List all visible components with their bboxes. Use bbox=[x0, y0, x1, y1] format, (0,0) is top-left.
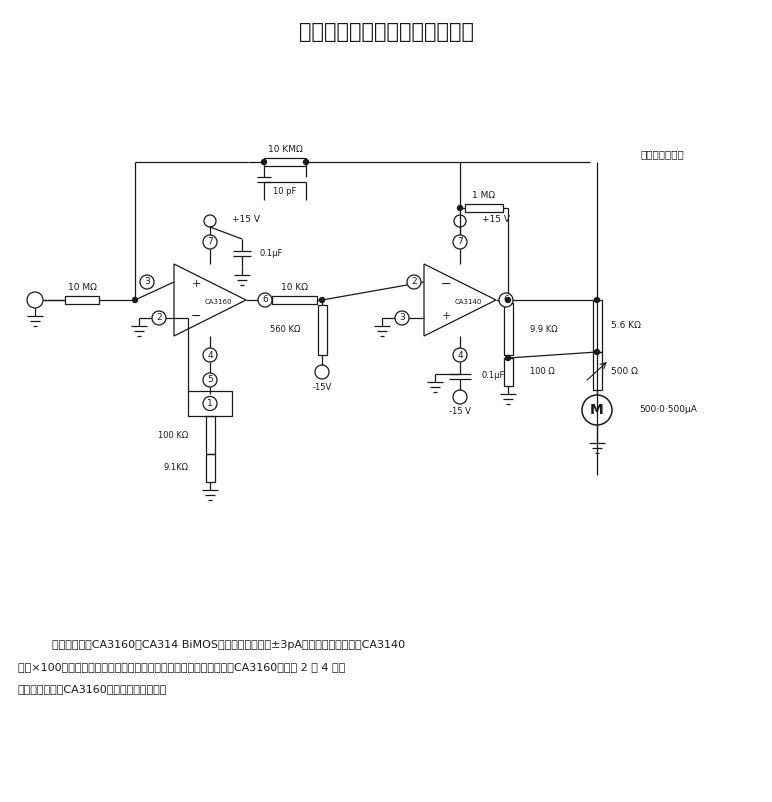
Text: 2: 2 bbox=[411, 277, 417, 286]
Circle shape bbox=[133, 298, 137, 302]
Text: +15 V: +15 V bbox=[232, 214, 260, 224]
Circle shape bbox=[203, 396, 217, 411]
Text: 地电位，因此，CA3160的输入端受到保护。: 地电位，因此，CA3160的输入端受到保护。 bbox=[18, 684, 168, 694]
Text: M: M bbox=[590, 403, 604, 417]
Text: 100 Ω: 100 Ω bbox=[530, 367, 555, 376]
Bar bbox=[465, 204, 503, 212]
Text: -15V: -15V bbox=[313, 383, 332, 391]
Text: 4: 4 bbox=[457, 350, 462, 359]
Text: 7: 7 bbox=[207, 237, 213, 246]
Text: +: + bbox=[191, 279, 201, 289]
Circle shape bbox=[395, 311, 409, 325]
Text: 4: 4 bbox=[207, 350, 213, 359]
Bar bbox=[205, 416, 215, 454]
Circle shape bbox=[258, 293, 272, 307]
Text: 皮安电流表电路: 皮安电流表电路 bbox=[640, 149, 684, 159]
Circle shape bbox=[320, 298, 324, 302]
Text: −: − bbox=[191, 310, 201, 322]
Circle shape bbox=[499, 293, 513, 307]
Circle shape bbox=[506, 298, 510, 302]
Text: 2: 2 bbox=[156, 314, 162, 322]
Circle shape bbox=[140, 275, 154, 289]
Text: 10 KΩ: 10 KΩ bbox=[281, 283, 308, 293]
Circle shape bbox=[458, 205, 462, 210]
Bar bbox=[503, 358, 513, 386]
Bar bbox=[264, 158, 306, 166]
Bar bbox=[65, 296, 99, 304]
Text: 10 KMΩ: 10 KMΩ bbox=[268, 145, 303, 155]
Text: 1: 1 bbox=[207, 399, 213, 408]
Text: 3: 3 bbox=[144, 277, 150, 286]
Text: 560 KΩ: 560 KΩ bbox=[269, 326, 300, 334]
Text: 9.9 KΩ: 9.9 KΩ bbox=[530, 325, 557, 334]
Circle shape bbox=[303, 160, 309, 164]
Bar bbox=[317, 305, 327, 355]
Text: 100 KΩ: 100 KΩ bbox=[157, 431, 188, 439]
Circle shape bbox=[262, 160, 266, 164]
Text: 10 pF: 10 pF bbox=[273, 188, 296, 196]
Text: CA3140: CA3140 bbox=[454, 299, 482, 305]
Circle shape bbox=[203, 235, 217, 249]
Text: 5.6 KΩ: 5.6 KΩ bbox=[611, 322, 641, 330]
Bar bbox=[592, 300, 601, 352]
Text: +: + bbox=[442, 311, 451, 321]
Bar bbox=[592, 352, 601, 390]
Circle shape bbox=[407, 275, 421, 289]
Text: 这一电路使用CA3160和CA314 BiMOS运算放大器来提供±3pA的满刻度电表偏移。CA3140: 这一电路使用CA3160和CA314 BiMOS运算放大器来提供±3pA的满刻度… bbox=[38, 640, 405, 650]
Text: 3: 3 bbox=[399, 314, 405, 322]
Bar bbox=[188, 391, 232, 416]
Text: 9.1KΩ: 9.1KΩ bbox=[163, 464, 188, 472]
Circle shape bbox=[506, 355, 510, 361]
Circle shape bbox=[152, 311, 166, 325]
Text: 用作×100增益级，以便为电表和反馈网路提供正的和负的输出摆幅。CA3160的引脚 2 和 4 处于: 用作×100增益级，以便为电表和反馈网路提供正的和负的输出摆幅。CA3160的引… bbox=[18, 662, 345, 672]
Circle shape bbox=[453, 235, 467, 249]
Circle shape bbox=[594, 350, 600, 354]
Circle shape bbox=[203, 373, 217, 387]
Circle shape bbox=[594, 298, 600, 302]
Text: 6: 6 bbox=[262, 295, 268, 305]
Circle shape bbox=[203, 348, 217, 362]
Text: -15 V: -15 V bbox=[449, 407, 471, 415]
Text: 1 MΩ: 1 MΩ bbox=[472, 192, 496, 200]
Text: 0.1µF: 0.1µF bbox=[482, 371, 506, 380]
Text: 500·0·500µA: 500·0·500µA bbox=[639, 406, 697, 415]
Text: 5: 5 bbox=[207, 375, 213, 384]
Text: 10 MΩ: 10 MΩ bbox=[68, 283, 96, 293]
Text: 500 Ω: 500 Ω bbox=[611, 367, 638, 375]
Text: +15 V: +15 V bbox=[482, 214, 510, 224]
Text: 输入端受保护的皮安电流表电路: 输入端受保护的皮安电流表电路 bbox=[299, 22, 473, 42]
Text: 6: 6 bbox=[503, 295, 509, 305]
Circle shape bbox=[453, 348, 467, 362]
Bar bbox=[272, 296, 317, 304]
Bar bbox=[205, 454, 215, 482]
Text: 0.1µF: 0.1µF bbox=[260, 249, 283, 258]
Text: CA3160: CA3160 bbox=[205, 299, 232, 305]
Bar bbox=[503, 303, 513, 355]
Text: 7: 7 bbox=[457, 237, 463, 246]
Text: −: − bbox=[441, 277, 452, 290]
